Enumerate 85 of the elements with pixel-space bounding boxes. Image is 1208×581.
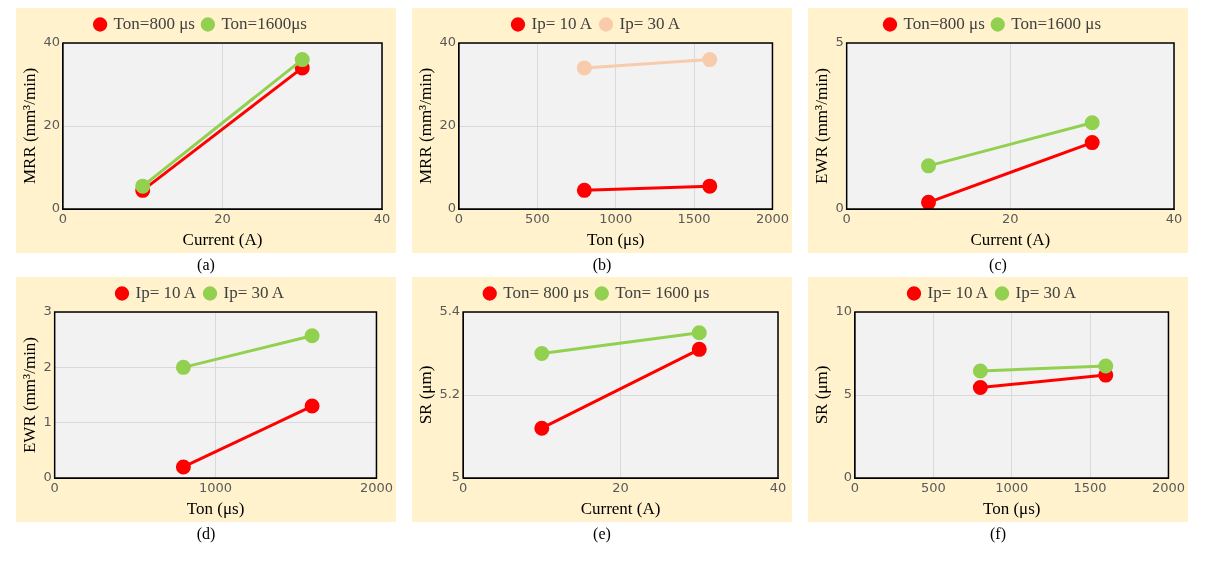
y-tick-label: 5 (835, 34, 844, 50)
point (1098, 358, 1114, 374)
y-tick-label: 0 (43, 469, 52, 485)
text: (e) (592, 524, 612, 545)
text: (b) (591, 255, 613, 276)
y-tick-label: 5.4 (439, 303, 461, 319)
y-axis-title: SR (μm) (811, 365, 831, 425)
point (175, 459, 191, 475)
legend-label: Ip= 10 A (135, 282, 197, 302)
x-tick-label: 20 (1002, 211, 1019, 227)
point (576, 60, 592, 76)
y-axis-title: MRR (mm³/min) (19, 67, 39, 185)
y-tick-label: 5 (451, 469, 461, 485)
point (304, 328, 320, 344)
y-tick-label: 5.2 (439, 386, 461, 402)
text: (a) (196, 255, 216, 276)
legend-label: Ip= 10 A (531, 13, 593, 33)
point (304, 398, 320, 414)
point (1084, 135, 1100, 151)
x-axis-title: Current (A) (970, 230, 1051, 250)
point (576, 182, 592, 198)
point (175, 359, 191, 375)
x-axis-title: Ton (μs) (586, 230, 645, 250)
point (534, 346, 550, 361)
point (921, 158, 936, 174)
y-tick-label: 10 (835, 303, 852, 319)
point (972, 380, 988, 396)
y-tick-label: 2 (43, 358, 52, 374)
point (1084, 115, 1100, 131)
x-tick-label: 2000 (755, 211, 789, 227)
y-axis-title: EWR (mm³/min) (811, 67, 831, 185)
x-tick-label: 40 (769, 480, 787, 496)
x-axis-title: Ton (μs) (186, 499, 245, 519)
y-axis-title: EWR (mm³/min) (19, 336, 39, 454)
point (702, 52, 718, 68)
legend-label: Ton=800 μs (903, 13, 985, 33)
legend-label: Ton= 800 μs (503, 282, 589, 302)
x-tick-label: 1000 (995, 480, 1029, 496)
point (135, 178, 151, 194)
x-tick-label: 1000 (599, 211, 633, 227)
y-tick-label: 1 (43, 414, 52, 430)
point (294, 52, 310, 68)
legend-label: Ip= 30 A (223, 282, 285, 302)
legend-label: Ip= 30 A (1015, 282, 1077, 302)
x-tick-label: 500 (920, 480, 946, 496)
point (534, 420, 550, 436)
y-axis-title: SR (μm) (415, 365, 435, 425)
x-tick-label: 1500 (1073, 480, 1107, 496)
legend-label: Ton=1600 μs (1011, 13, 1102, 33)
x-tick-label: 1000 (199, 480, 233, 496)
x-tick-label: 20 (612, 480, 629, 496)
x-tick-label: 1500 (677, 211, 711, 227)
point (691, 325, 707, 341)
y-tick-label: 0 (843, 469, 852, 485)
x-axis-title: Current (A) (182, 230, 263, 250)
y-tick-label: 20 (439, 117, 456, 133)
point (702, 178, 718, 194)
y-tick-label: 0 (51, 200, 60, 216)
x-tick-label: 2000 (359, 480, 393, 496)
y-tick-label: 20 (43, 117, 60, 133)
text: (c) (988, 255, 1008, 276)
x-tick-label: 40 (373, 211, 391, 227)
y-tick-label: 40 (43, 34, 60, 50)
legend-label: Ton= 1600 μs (615, 282, 710, 302)
legend-label: Ip= 30 A (619, 13, 681, 33)
y-tick-label: 3 (43, 303, 52, 319)
x-axis-title: Ton (μs) (982, 499, 1041, 519)
y-tick-label: 0 (835, 200, 844, 216)
text: (d) (195, 524, 217, 545)
y-axis-title: MRR (mm³/min) (415, 67, 435, 185)
x-tick-label: 2000 (1151, 480, 1185, 496)
y-tick-label: 0 (447, 200, 456, 216)
text: (f) (989, 524, 1007, 545)
point (972, 363, 988, 379)
x-axis-title: Current (A) (580, 499, 661, 519)
y-tick-label: 40 (439, 34, 456, 50)
legend-label: Ton=800 μs (113, 13, 195, 33)
x-tick-label: 40 (1165, 211, 1183, 227)
x-tick-label: 20 (214, 211, 231, 227)
y-tick-label: 5 (843, 386, 852, 402)
x-tick-label: 500 (524, 211, 550, 227)
legend-label: Ip= 10 A (927, 282, 989, 302)
point (691, 341, 707, 357)
legend-label: Ton=1600μs (221, 13, 307, 33)
point (921, 194, 936, 209)
